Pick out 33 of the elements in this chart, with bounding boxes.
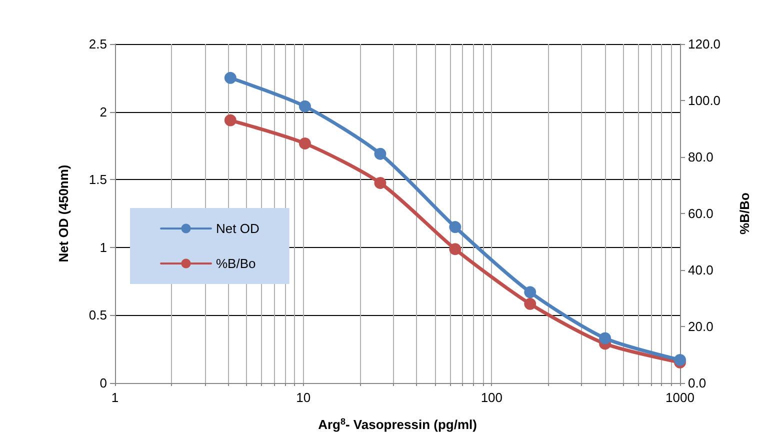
point [298,100,311,112]
y-tick-label: 0 [100,376,107,390]
legend-label: %B/Bo [216,256,256,271]
y-tick-label: 0.5 [88,308,107,323]
y2-tick-label: 60.0 [688,206,714,221]
y2-axis-title: %B/Bo [737,192,752,234]
point [298,137,311,150]
x-tick-label: 10 [296,390,311,405]
y2-tick-label: 100.0 [688,93,721,108]
point [224,114,236,126]
y2-tick-label: 40.0 [688,262,714,278]
point [374,148,386,160]
y-tick-label: 2.5 [88,36,107,52]
point [524,286,536,298]
point [524,298,536,310]
y-tick-label: 1 [100,240,107,255]
x-tick-label: 100 [480,390,503,405]
y-axis-title: Net OD (450nm) [56,164,71,262]
y2-tick-label: 20.0 [688,319,714,334]
x-tick-label: 1000 [666,390,694,405]
y-tick-label: 1.5 [88,172,107,188]
point [449,221,462,234]
point [674,354,686,366]
point [599,332,612,344]
x-tick-label: 1 [111,390,119,405]
point [374,176,386,189]
y2-tick-label: 0.0 [688,376,706,390]
y2-tick-label: 80.0 [688,150,714,164]
y2-tick-label: 120.0 [688,36,721,52]
y-tick-label: 2 [100,104,107,120]
point [449,243,462,256]
legend-label: Net OD [216,221,260,236]
point [224,72,236,84]
